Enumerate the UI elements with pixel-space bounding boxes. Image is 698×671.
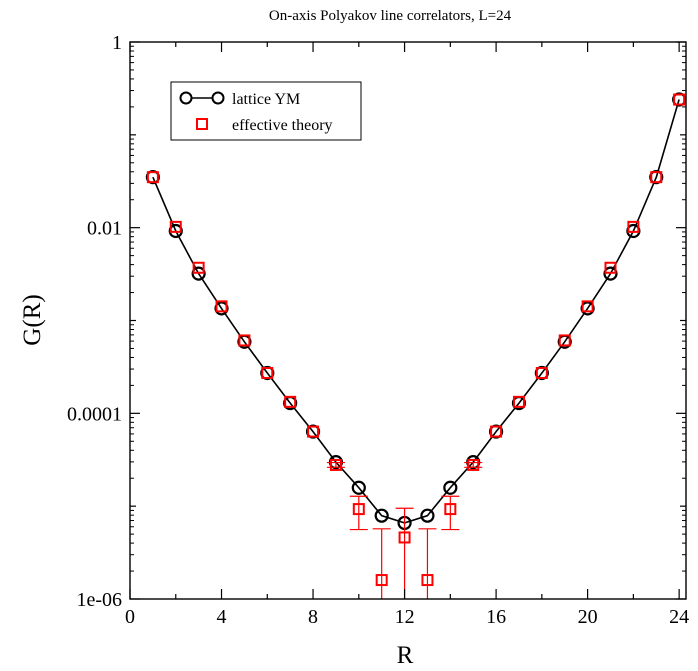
point-effective-theory — [375, 574, 388, 587]
point-lattice-ym — [374, 508, 389, 523]
point-effective-theory — [650, 171, 663, 184]
point-effective-theory — [352, 503, 365, 516]
x-tick-label: 20 — [578, 606, 598, 628]
legend-box — [170, 81, 362, 141]
x-tick-label: 16 — [486, 606, 506, 628]
point-effective-theory — [558, 334, 571, 347]
y-tick-label: 0.0001 — [67, 403, 122, 425]
point-effective-theory — [215, 300, 228, 313]
legend-marker — [179, 91, 193, 105]
y-tick-label: 1e-06 — [76, 589, 122, 611]
point-effective-theory — [444, 503, 457, 516]
x-tick-label: 8 — [308, 606, 318, 628]
point-lattice-ym — [443, 480, 458, 495]
point-effective-theory — [146, 171, 159, 184]
point-effective-theory — [329, 458, 342, 471]
point-effective-theory — [398, 531, 411, 544]
point-effective-theory — [535, 366, 548, 379]
legend-marker — [211, 91, 225, 105]
point-effective-theory — [581, 300, 594, 313]
series-lattice-ym-line — [152, 99, 680, 524]
legend-symbol-effective-theory — [196, 118, 208, 130]
point-effective-theory — [238, 334, 251, 347]
x-tick-label: 24 — [669, 606, 689, 628]
legend-marker — [196, 118, 208, 130]
legend-symbol-lattice-ym — [179, 91, 225, 105]
point-lattice-ym — [351, 480, 366, 495]
plot-area — [145, 92, 687, 599]
point-effective-theory — [490, 425, 503, 438]
x-tick-label: 0 — [125, 606, 135, 628]
point-effective-theory — [604, 261, 617, 274]
point-effective-theory — [627, 220, 640, 233]
x-tick-label: 4 — [217, 606, 227, 628]
point-lattice-ym — [420, 508, 435, 523]
point-effective-theory — [284, 395, 297, 408]
point-effective-theory — [192, 261, 205, 274]
point-effective-theory — [512, 395, 525, 408]
point-effective-theory — [261, 366, 274, 379]
point-effective-theory — [421, 574, 434, 587]
x-axis-label: R — [397, 642, 414, 669]
legend-label-lattice-ym: lattice YM — [232, 91, 300, 108]
point-effective-theory — [169, 220, 182, 233]
x-tick-label: 12 — [395, 606, 415, 628]
point-effective-theory — [307, 425, 320, 438]
y-tick-label: 1 — [112, 32, 122, 54]
legend: lattice YM effective theory — [170, 81, 362, 141]
legend-label-effective-theory: effective theory — [232, 117, 333, 134]
chart-title: On-axis Polyakov line correlators, L=24 — [269, 8, 512, 24]
point-effective-theory — [673, 93, 686, 106]
y-tick-label: 0.01 — [87, 218, 122, 240]
y-axis-label: G(R) — [19, 294, 46, 345]
axes: 0 4 8 12 16 20 24 1e-06 0.0001 0.01 1 — [67, 32, 689, 628]
point-effective-theory — [467, 458, 480, 471]
